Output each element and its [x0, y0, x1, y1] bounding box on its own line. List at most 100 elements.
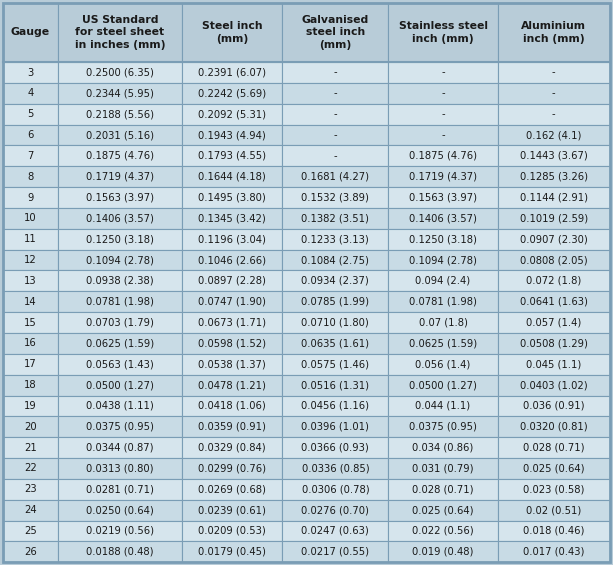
Text: 10: 10	[24, 214, 37, 223]
Bar	[282, 292, 389, 312]
Bar	[182, 229, 282, 250]
Bar	[58, 187, 182, 208]
Text: 0.0375 (0.95): 0.0375 (0.95)	[409, 421, 477, 432]
Bar	[282, 229, 389, 250]
Bar	[182, 208, 282, 229]
Text: 17: 17	[24, 359, 37, 370]
Bar	[498, 520, 610, 541]
Text: 0.0299 (0.76): 0.0299 (0.76)	[198, 463, 266, 473]
Text: 0.0897 (2.28): 0.0897 (2.28)	[198, 276, 266, 286]
Text: 0.0500 (1.27): 0.0500 (1.27)	[86, 380, 154, 390]
Text: 12: 12	[24, 255, 37, 265]
Text: 0.2092 (5.31): 0.2092 (5.31)	[198, 109, 266, 119]
Bar	[498, 437, 610, 458]
Text: 8: 8	[27, 172, 34, 182]
Bar	[282, 83, 389, 104]
Text: 0.0456 (1.16): 0.0456 (1.16)	[302, 401, 369, 411]
Bar	[389, 229, 498, 250]
Bar	[282, 396, 389, 416]
Bar	[389, 187, 498, 208]
Text: 0.2242 (5.69): 0.2242 (5.69)	[198, 88, 266, 98]
Bar	[498, 479, 610, 499]
Bar	[182, 145, 282, 166]
Bar	[3, 354, 58, 375]
Bar	[282, 333, 389, 354]
Text: -: -	[333, 109, 337, 119]
Text: 0.0438 (1.11): 0.0438 (1.11)	[86, 401, 154, 411]
Text: 0.0269 (0.68): 0.0269 (0.68)	[198, 484, 266, 494]
Text: 0.1943 (4.94): 0.1943 (4.94)	[198, 130, 266, 140]
Bar	[389, 271, 498, 292]
Bar	[58, 125, 182, 145]
Text: 0.0306 (0.78): 0.0306 (0.78)	[302, 484, 369, 494]
Text: 3: 3	[27, 68, 34, 77]
Bar	[498, 375, 610, 396]
Bar	[498, 250, 610, 271]
Text: 0.1084 (2.75): 0.1084 (2.75)	[302, 255, 369, 265]
Bar	[182, 62, 282, 83]
Bar	[282, 271, 389, 292]
Text: 0.0313 (0.80): 0.0313 (0.80)	[86, 463, 154, 473]
Bar	[498, 541, 610, 562]
Text: 0.0396 (1.01): 0.0396 (1.01)	[302, 421, 369, 432]
Text: -: -	[552, 109, 555, 119]
Bar	[182, 437, 282, 458]
Bar	[182, 83, 282, 104]
Text: 0.036 (0.91): 0.036 (0.91)	[523, 401, 585, 411]
Bar	[182, 416, 282, 437]
Text: 0.162 (4.1): 0.162 (4.1)	[526, 130, 582, 140]
Text: 0.1019 (2.59): 0.1019 (2.59)	[520, 214, 588, 223]
Bar	[389, 62, 498, 83]
Bar	[182, 354, 282, 375]
Bar	[498, 229, 610, 250]
Text: 0.1563 (3.97): 0.1563 (3.97)	[409, 193, 477, 203]
Text: 0.1196 (3.04): 0.1196 (3.04)	[198, 234, 266, 244]
Text: -: -	[333, 151, 337, 161]
Bar	[58, 62, 182, 83]
Text: 0.0625 (1.59): 0.0625 (1.59)	[409, 338, 477, 349]
Text: 0.025 (0.64): 0.025 (0.64)	[523, 463, 585, 473]
Bar	[3, 145, 58, 166]
Text: 0.1681 (4.27): 0.1681 (4.27)	[302, 172, 369, 182]
Bar	[282, 145, 389, 166]
Bar	[58, 354, 182, 375]
Text: 0.0366 (0.93): 0.0366 (0.93)	[302, 442, 369, 453]
Text: 0.0281 (0.71): 0.0281 (0.71)	[86, 484, 154, 494]
Bar	[182, 187, 282, 208]
Text: -: -	[552, 88, 555, 98]
Bar	[58, 208, 182, 229]
Text: 0.0375 (0.95): 0.0375 (0.95)	[86, 421, 154, 432]
Bar	[498, 166, 610, 187]
Text: 16: 16	[24, 338, 37, 349]
Text: 0.025 (0.64): 0.025 (0.64)	[413, 505, 474, 515]
Text: 0.0508 (1.29): 0.0508 (1.29)	[520, 338, 588, 349]
Text: 0.1875 (4.76): 0.1875 (4.76)	[409, 151, 477, 161]
Text: 0.0179 (0.45): 0.0179 (0.45)	[198, 547, 266, 557]
Bar	[58, 312, 182, 333]
Text: 0.0785 (1.99): 0.0785 (1.99)	[302, 297, 369, 307]
Bar	[3, 333, 58, 354]
Bar	[58, 396, 182, 416]
Text: 0.1406 (3.57): 0.1406 (3.57)	[86, 214, 154, 223]
Text: 0.1345 (3.42): 0.1345 (3.42)	[198, 214, 266, 223]
Bar	[498, 416, 610, 437]
Bar	[389, 250, 498, 271]
Text: 5: 5	[27, 109, 34, 119]
Bar	[58, 250, 182, 271]
Bar	[498, 145, 610, 166]
Bar	[3, 62, 58, 83]
Bar	[3, 479, 58, 499]
Bar	[3, 375, 58, 396]
Text: 0.2500 (6.35): 0.2500 (6.35)	[86, 68, 154, 77]
Text: Aluminium
inch (mm): Aluminium inch (mm)	[521, 21, 586, 44]
Bar	[3, 541, 58, 562]
Text: 0.0418 (1.06): 0.0418 (1.06)	[198, 401, 266, 411]
Text: 0.0907 (2.30): 0.0907 (2.30)	[520, 234, 588, 244]
Text: 0.1875 (4.76): 0.1875 (4.76)	[86, 151, 154, 161]
Text: 0.0703 (1.79): 0.0703 (1.79)	[86, 318, 154, 328]
Bar	[3, 125, 58, 145]
Text: 0.0478 (1.21): 0.0478 (1.21)	[198, 380, 266, 390]
Text: 0.028 (0.71): 0.028 (0.71)	[523, 442, 585, 453]
Bar	[282, 479, 389, 499]
Text: -: -	[441, 130, 445, 140]
